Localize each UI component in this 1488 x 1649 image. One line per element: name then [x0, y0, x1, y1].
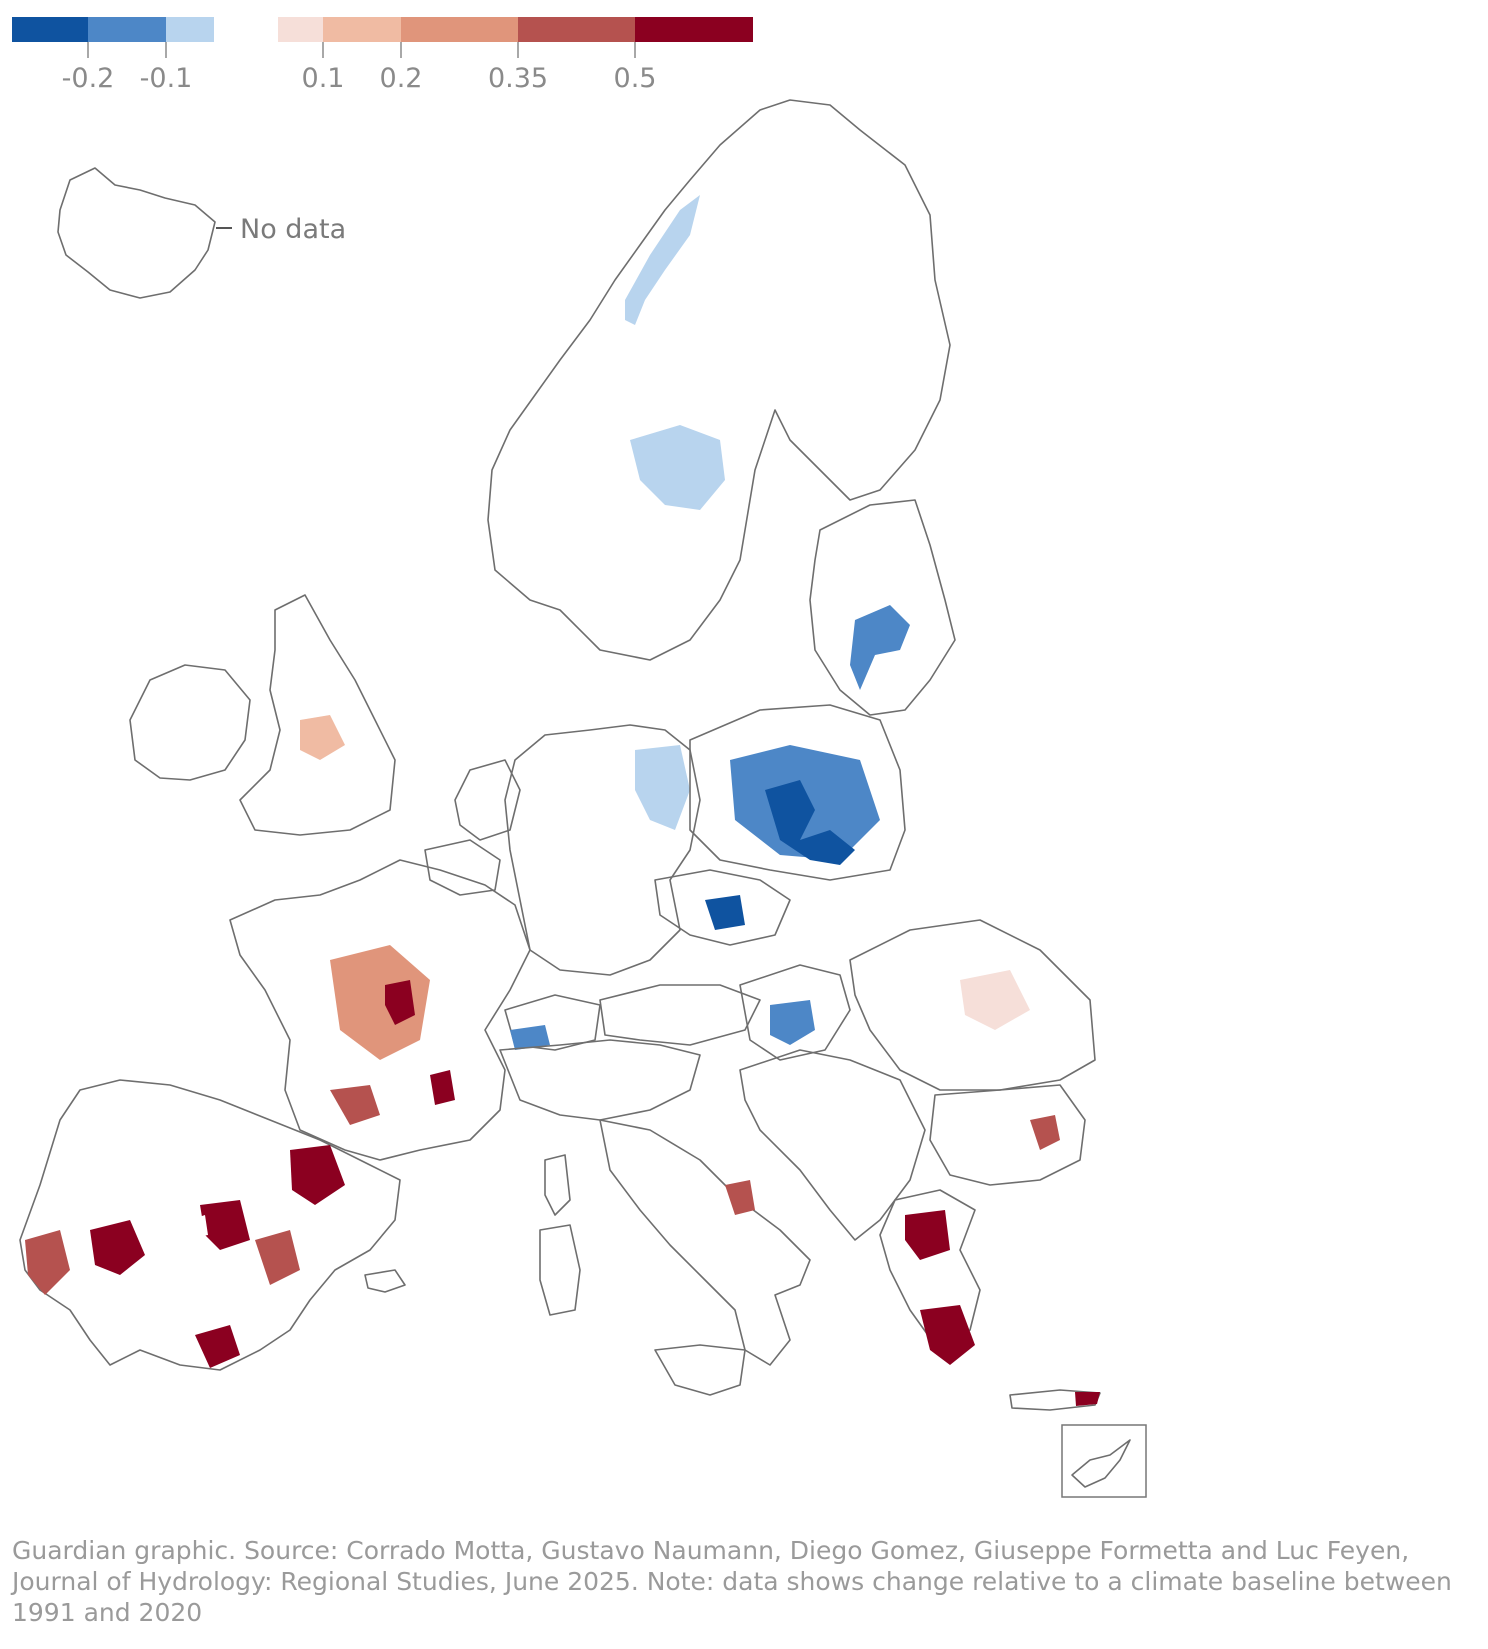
romania-light-core	[960, 970, 1030, 1030]
legend-bin-pos-5	[635, 17, 753, 42]
gb-salmon-patch	[300, 715, 345, 760]
france	[229, 859, 531, 1161]
italy-red-patch	[725, 1180, 755, 1215]
sweden-central-blue	[630, 425, 725, 510]
legend-bin-pos-1	[278, 17, 323, 42]
no-data-label: No data	[240, 214, 346, 245]
bulgaria-red	[1030, 1115, 1060, 1150]
france-mid	[330, 945, 430, 1060]
cyprus-inset-frame	[1061, 1424, 1147, 1498]
spain-dark-2	[200, 1200, 250, 1250]
norway-coast-blue	[625, 195, 700, 325]
corsica	[544, 1154, 571, 1216]
crete	[1009, 1389, 1101, 1411]
austria	[599, 984, 761, 1046]
legend-bin-neg-3	[166, 17, 214, 42]
iceland-no-data	[57, 167, 216, 299]
legend-tick-label-pos-4: 0.5	[614, 63, 657, 94]
greece	[879, 1189, 981, 1346]
cyprus	[1071, 1439, 1131, 1488]
legend-tick-label-pos-3: 0.35	[488, 63, 548, 94]
iberia	[19, 1079, 401, 1371]
balkans-no-data	[739, 1049, 926, 1241]
legend-tick-label-pos-1: 0.1	[302, 63, 345, 94]
spain-dark-1	[90, 1220, 145, 1275]
great-britain	[239, 594, 396, 836]
italy-peninsula	[599, 1119, 811, 1366]
spain-white-patch	[190, 1215, 208, 1238]
legend-bin-pos-2	[323, 17, 401, 42]
spain-dark-3	[290, 1145, 345, 1205]
poland	[689, 704, 906, 881]
netherlands	[454, 759, 521, 841]
legend-tick-label-neg-2: -0.1	[140, 63, 193, 94]
legend: -0.2 -0.1 0.1 0.2 0.35 0.5	[12, 17, 753, 94]
legend-tick-label-neg-1: -0.2	[62, 63, 115, 94]
bulgaria	[929, 1084, 1086, 1186]
norway-sweden-outline	[487, 99, 951, 661]
spain-dark-4	[195, 1325, 240, 1368]
legend-tick-label-pos-2: 0.2	[380, 63, 423, 94]
france-dark-1	[385, 980, 415, 1025]
czechia-dark-blue	[705, 895, 745, 930]
italy-north	[499, 1039, 701, 1121]
hungary	[739, 964, 851, 1061]
sardinia	[539, 1224, 581, 1316]
crete-dark-east	[1075, 1392, 1100, 1406]
belgium	[424, 839, 501, 896]
balearics	[364, 1269, 406, 1293]
germany	[504, 724, 701, 976]
greece-dark-pelop	[920, 1305, 975, 1365]
legend-bin-neg-2	[88, 17, 166, 42]
czechia	[654, 869, 791, 946]
ireland	[129, 664, 251, 781]
spain-red-east	[255, 1230, 300, 1285]
romania	[849, 919, 1096, 1091]
baltics-mid-blue	[850, 605, 910, 690]
legend-bin-neg-1	[12, 17, 88, 42]
legend-bin-pos-4	[518, 17, 635, 42]
hungary-mid-blue	[770, 1000, 815, 1045]
legend-bin-pos-3	[401, 17, 518, 42]
source-note: Guardian graphic. Source: Corrado Motta,…	[12, 1536, 1452, 1627]
switzerland-blue	[510, 1025, 550, 1050]
france-red	[330, 1085, 380, 1125]
baltics	[809, 499, 956, 716]
portugal-red	[25, 1230, 70, 1295]
germany-east-blue	[635, 745, 690, 830]
poland-dark-blue	[765, 780, 855, 865]
sicily	[654, 1344, 746, 1396]
france-dark-2	[430, 1070, 455, 1105]
greece-dark-north	[905, 1210, 950, 1260]
europe-map: No data	[19, 99, 1147, 1498]
